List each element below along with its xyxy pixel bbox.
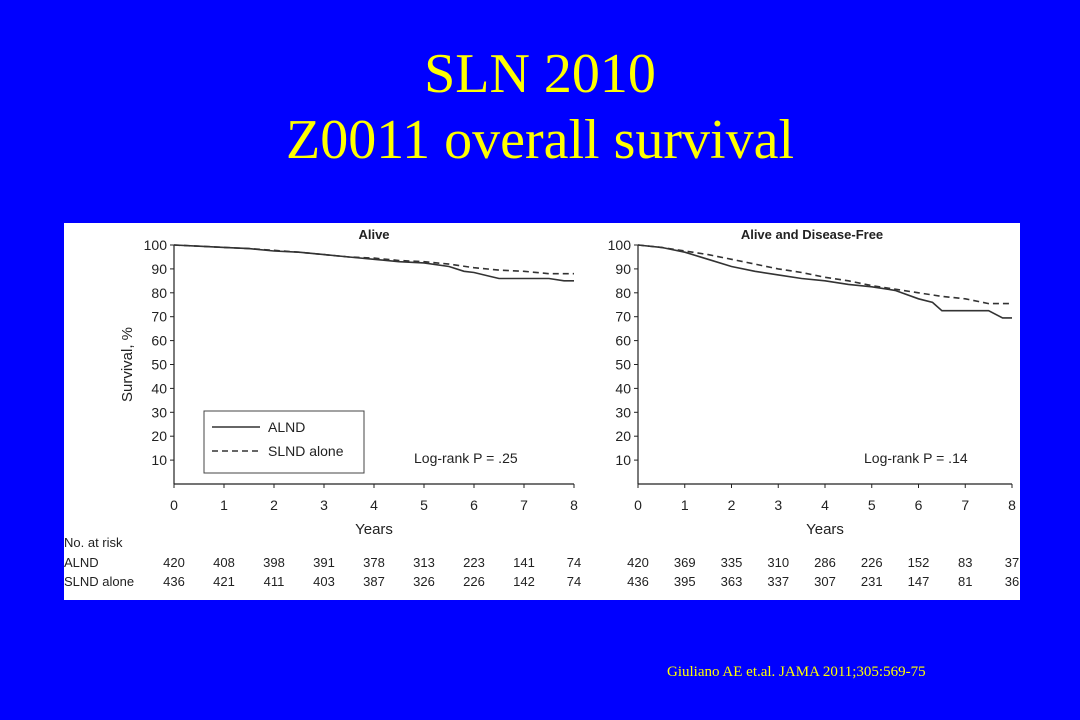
panel1-x-tick-label: 6	[470, 497, 478, 513]
legend-label-alnd: ALND	[268, 419, 305, 435]
panel2-risk-value: 37	[1005, 555, 1019, 570]
panel1-risk-value: 408	[213, 555, 235, 570]
panel2-y-tick-label: 30	[615, 404, 631, 420]
panel2-x-tick-label: 7	[961, 497, 969, 513]
panel2-x-tick-label: 3	[774, 497, 782, 513]
risk-row-label: ALND	[64, 555, 99, 570]
panel2-x-tick-label: 5	[868, 497, 876, 513]
panel1-risk-value: 403	[313, 574, 335, 589]
panel1-series-slnd-alone	[173, 244, 574, 275]
panel1-x-tick-label: 5	[420, 497, 428, 513]
citation: Giuliano AE et.al. JAMA 2011;305:569-75	[667, 664, 926, 680]
panel2-x-tick-label: 4	[821, 497, 829, 513]
panel2-y-tick-label: 20	[615, 428, 631, 444]
panel2-y-tick-label: 50	[615, 357, 631, 373]
panel2-x-tick-label: 6	[915, 497, 923, 513]
panel2-logrank-annotation: Log-rank P = .14	[864, 450, 968, 466]
panel2-y-tick-label: 60	[615, 333, 631, 349]
slide-title-line-2: Z0011 overall survival	[285, 109, 795, 171]
panel2-risk-value: 83	[958, 555, 972, 570]
panel2-x-tick-label: 0	[634, 497, 642, 513]
slide-title-line-1: SLN 2010	[424, 43, 656, 105]
panel1-risk-value: 398	[263, 555, 285, 570]
panel1-x-tick-label: 0	[170, 497, 178, 513]
panel2-x-tick-label: 1	[681, 497, 689, 513]
panel2-y-tick-label: 40	[615, 380, 631, 396]
panel1-y-tick-label: 90	[151, 261, 167, 277]
panel2-risk-value: 436	[627, 574, 649, 589]
panel1-series-alnd	[173, 244, 574, 282]
panel2-risk-value: 81	[958, 574, 972, 589]
panel2-y-tick-label: 90	[615, 261, 631, 277]
panel1-risk-value: 391	[313, 555, 335, 570]
panel1-risk-value: 313	[413, 555, 435, 570]
panel1-risk-value: 411	[264, 574, 285, 589]
legend-box	[203, 410, 365, 474]
panel1-y-tick-label: 50	[151, 357, 167, 373]
panel1-chart-title: Alive	[358, 227, 389, 242]
panel2-risk-value: 152	[908, 555, 930, 570]
panel2-risk-value: 420	[627, 555, 649, 570]
panel2-y-tick-label: 100	[608, 237, 632, 253]
panel2-risk-value: 36	[1005, 574, 1019, 589]
panel2-risk-value: 307	[814, 574, 836, 589]
panel1-risk-value: 142	[513, 574, 535, 589]
panel2-x-tick-label: 2	[728, 497, 736, 513]
panel1-risk-value: 378	[363, 555, 385, 570]
panel1-risk-value: 326	[413, 574, 435, 589]
panel1-risk-value: 226	[463, 574, 485, 589]
panel1-y-axis-label: Survival, %	[119, 327, 136, 402]
survival-figure: Alive 10 20 30 40 50 60 70 80 90 100 0 1 2 3 4 5 6 7 8 Years…	[64, 223, 1020, 600]
panel2-risk-value: 363	[721, 574, 743, 589]
panel2-y-tick-label: 70	[615, 309, 631, 325]
panel2-risk-value: 286	[814, 555, 836, 570]
panel2-x-tick-label: 8	[1008, 497, 1016, 513]
panel2-y-tick-label: 10	[615, 452, 631, 468]
panel1-risk-value: 74	[567, 555, 581, 570]
panel1-y-tick-label: 100	[144, 237, 168, 253]
panel1-logrank-annotation: Log-rank P = .25	[414, 450, 518, 466]
panel1-x-tick-label: 4	[370, 497, 378, 513]
panel1-y-tick-label: 10	[151, 452, 167, 468]
panel2-risk-value: 337	[767, 574, 789, 589]
panel2-risk-value: 231	[861, 574, 883, 589]
risk-row-label: SLND alone	[64, 574, 134, 589]
panel1-risk-table-header: No. at risk	[64, 535, 123, 550]
panel1-y-tick-label: 20	[151, 428, 167, 444]
panel2-risk-value: 147	[908, 574, 930, 589]
panel1-x-tick-label: 2	[270, 497, 278, 513]
panel2-x-axis-label: Years	[806, 521, 844, 538]
panel2-risk-value: 369	[674, 555, 696, 570]
panel2-risk-value: 310	[767, 555, 789, 570]
panel1-risk-value: 74	[567, 574, 581, 589]
panel2-risk-value: 395	[674, 574, 696, 589]
panel1-risk-value: 387	[363, 574, 385, 589]
panel1-x-tick-label: 7	[520, 497, 528, 513]
panel2-series-slnd-alone	[637, 244, 1012, 305]
panel1-x-tick-label: 1	[220, 497, 228, 513]
panel2-risk-value: 335	[721, 555, 743, 570]
panel1-y-tick-label: 30	[151, 404, 167, 420]
panel1-y-tick-label: 70	[151, 309, 167, 325]
legend-label-slnd-alone: SLND alone	[268, 443, 344, 459]
panel1-y-tick-label: 80	[151, 285, 167, 301]
panel1-y-tick-label: 40	[151, 380, 167, 396]
panel1-risk-value: 436	[163, 574, 185, 589]
panel1-x-tick-label: 3	[320, 497, 328, 513]
panel1-risk-value: 420	[163, 555, 185, 570]
panel1-y-tick-label: 60	[151, 333, 167, 349]
panel2-y-tick-label: 80	[615, 285, 631, 301]
panel1-risk-value: 141	[513, 555, 535, 570]
panel1-risk-value: 223	[463, 555, 485, 570]
panel1-risk-value: 421	[213, 574, 235, 589]
panel1-x-axis-label: Years	[355, 521, 393, 538]
panel2-series-alnd	[637, 244, 1012, 319]
panel2-chart-title: Alive and Disease-Free	[741, 227, 883, 242]
panel2-risk-value: 226	[861, 555, 883, 570]
panel1-x-tick-label: 8	[570, 497, 578, 513]
